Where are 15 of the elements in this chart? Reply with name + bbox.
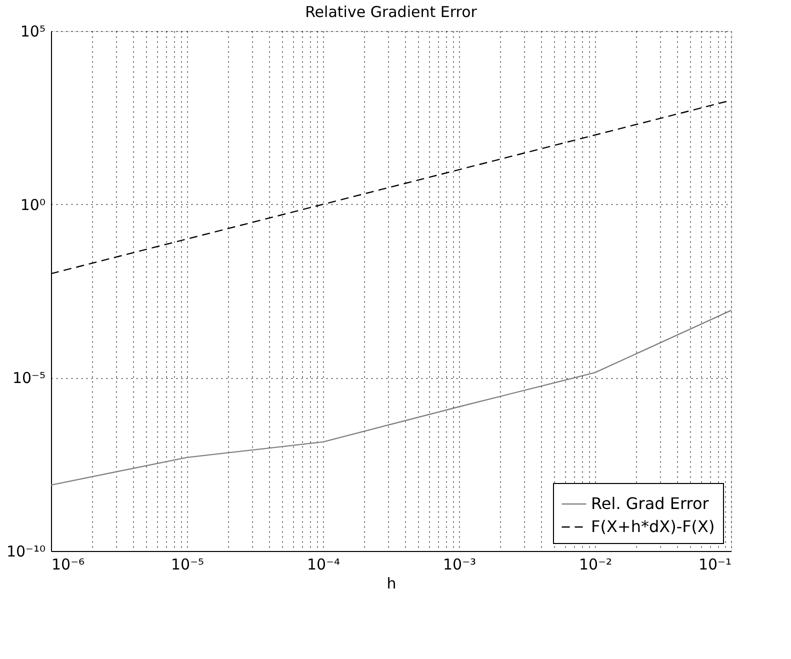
x-tick-label: 10⁻⁶ xyxy=(52,556,85,574)
y-tick-label: 10⁵ xyxy=(20,22,46,40)
y-tick-label: 10⁻¹⁰ xyxy=(6,542,46,560)
x-tick-label: 10⁻³ xyxy=(442,556,476,574)
y-tick-label: 10⁻⁵ xyxy=(12,369,46,388)
x-tick-label: 10⁻¹ xyxy=(698,556,732,574)
legend-label: Rel. Grad Error xyxy=(591,494,710,513)
x-axis-title: h xyxy=(386,574,396,592)
x-tick-label: 10⁻² xyxy=(578,556,612,574)
y-tick-label: 10⁰ xyxy=(20,196,46,214)
line-series xyxy=(50,310,732,486)
x-tick-label: 10⁻⁵ xyxy=(170,556,204,574)
legend-label: F(X+h*dX)-F(X) xyxy=(591,517,715,536)
chart-title: Relative Gradient Error xyxy=(305,3,478,21)
x-tick-label: 10⁻⁴ xyxy=(306,556,340,574)
